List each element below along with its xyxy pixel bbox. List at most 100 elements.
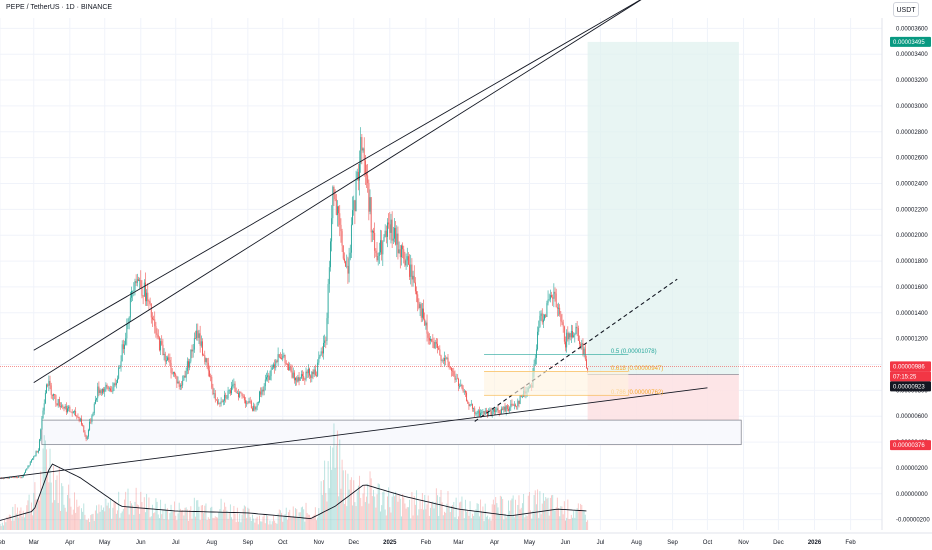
volume-bar	[567, 499, 569, 530]
volume-bar	[419, 501, 421, 530]
volume-bar	[304, 521, 306, 530]
volume-bar	[494, 504, 495, 530]
volume-bar	[532, 510, 534, 530]
volume-bar	[343, 504, 345, 530]
candle-body	[51, 394, 53, 396]
candle-body	[380, 240, 381, 253]
candle-body	[476, 413, 478, 415]
currency-unit-button[interactable]: USDT	[893, 2, 919, 17]
volume-bar	[33, 492, 35, 530]
time-tick-label: Oct	[278, 540, 288, 546]
candle-body	[319, 355, 321, 358]
candle-body	[586, 359, 587, 368]
price-axis[interactable]: 0.00003600 0.00003400 0.00003200 0.00003000…	[881, 18, 930, 530]
candle-body	[307, 368, 309, 374]
volume-bar	[324, 460, 326, 530]
candle-body	[345, 261, 347, 267]
volume-bar	[582, 509, 584, 530]
volume-bar	[25, 512, 27, 530]
volume-bar	[473, 515, 475, 530]
volume-bar	[179, 508, 181, 530]
volume-bar	[141, 501, 143, 530]
candle-body	[511, 403, 513, 405]
candle-body	[459, 385, 461, 387]
candle-body	[522, 396, 523, 398]
volume-bar	[509, 510, 511, 530]
volume-bar	[7, 517, 9, 530]
volume-bar	[580, 503, 582, 530]
candle-body	[210, 376, 212, 378]
candle-body	[238, 393, 239, 398]
candle-body	[183, 375, 185, 381]
candle-body	[367, 175, 369, 184]
candle-body	[449, 367, 451, 368]
time-tick-label: May	[99, 540, 110, 546]
candle-body	[285, 363, 287, 364]
candle-body	[428, 337, 430, 341]
price-tick-label: 0.00000000	[896, 492, 928, 498]
candle-body	[381, 240, 383, 255]
volume-bar	[23, 517, 25, 530]
volume-bar	[26, 505, 28, 530]
volume-bar	[396, 494, 398, 530]
candle-body	[581, 343, 583, 347]
time-tick-label: Mar	[29, 540, 39, 546]
candle-body	[254, 405, 256, 410]
candle-body	[349, 252, 351, 259]
volume-bar	[498, 514, 500, 530]
candle-body	[340, 224, 342, 232]
volume-bar	[3, 525, 4, 530]
volume-bar	[448, 507, 450, 530]
candle-body	[540, 313, 542, 316]
price-tick-label: 0.00002000	[896, 233, 928, 239]
candle-body	[71, 412, 73, 414]
candle-body	[461, 384, 463, 388]
volume-bar	[407, 507, 409, 530]
candle-body	[142, 295, 144, 297]
candle-body	[46, 384, 47, 394]
candle-body	[252, 408, 253, 411]
price-tick-label: -0.00000200	[896, 518, 930, 524]
volume-bar	[551, 495, 553, 530]
fib-label: 0.5 (0.00001078)	[611, 349, 657, 355]
time-axis[interactable]: Feb Mar Apr May Jun Jul Aug Sep Oct Nov Dec 2025 Feb…	[0, 532, 932, 546]
candle-body	[77, 416, 79, 418]
volume-bar	[278, 509, 280, 530]
volume-bar	[444, 511, 445, 530]
candle-body	[448, 361, 450, 368]
candle-body	[101, 388, 103, 394]
volume-bar	[466, 511, 468, 530]
candle-body	[65, 405, 67, 413]
price-tick-label: 0.00003400	[896, 52, 928, 58]
volume-bar	[85, 519, 87, 530]
volume-bar	[1, 522, 3, 530]
price-tick-label: 0.00002600	[896, 156, 928, 162]
volume-bar	[356, 491, 358, 530]
volume-bar	[262, 516, 264, 530]
volume-bar	[541, 503, 543, 530]
time-tick-label: Apr	[490, 540, 499, 546]
volume-bar	[554, 510, 556, 530]
volume-bar	[364, 502, 366, 530]
candle-body	[97, 386, 99, 399]
candle-body	[395, 227, 397, 245]
candle-body	[266, 377, 267, 380]
candle-body	[211, 376, 213, 388]
volume-bar	[107, 502, 109, 530]
volume-bar	[127, 488, 129, 530]
candle-body	[302, 374, 303, 377]
candle-body	[549, 295, 551, 300]
candle-body	[512, 404, 514, 406]
candle-body	[94, 399, 96, 404]
candle-body	[90, 421, 92, 423]
candle-body	[558, 307, 559, 309]
candle-body	[12, 477, 14, 478]
entry-price-badge: 0.00000923	[890, 381, 931, 392]
volume-bar	[435, 488, 437, 530]
volume-bar	[383, 491, 385, 530]
candle-body	[547, 299, 549, 304]
candle-body	[177, 381, 179, 384]
candle-body	[353, 200, 355, 211]
volume-bar	[83, 503, 85, 530]
